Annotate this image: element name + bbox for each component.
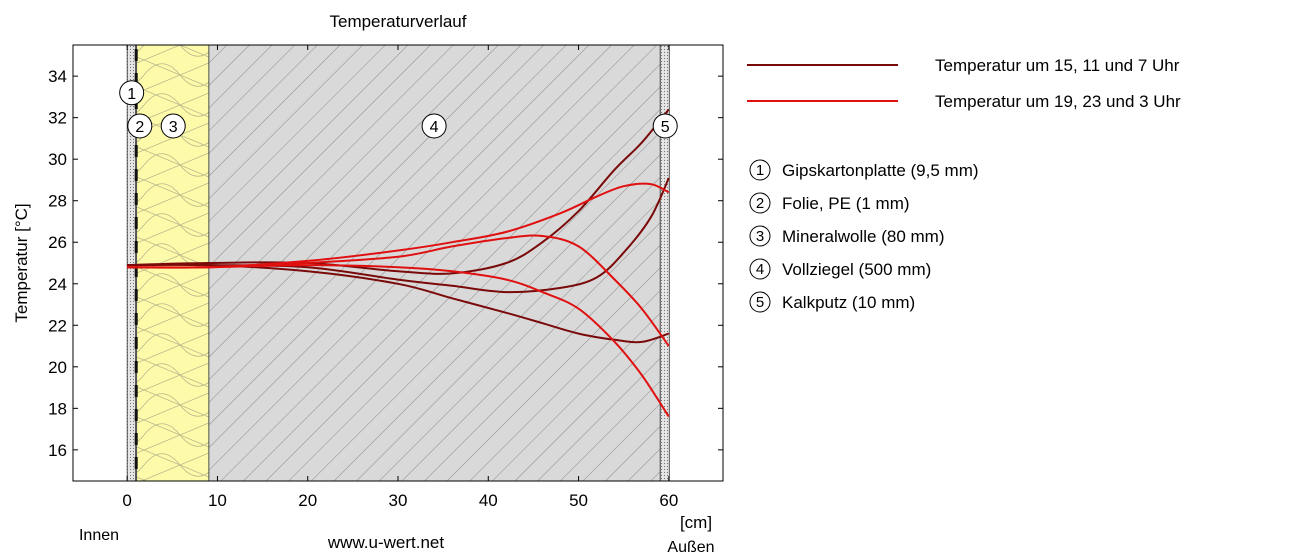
layer-legend-number: 4 (756, 261, 764, 278)
legend-entry-1: Temperatur um 15, 11 und 7 Uhr (747, 56, 1180, 75)
layer-legend-label: Gipskartonplatte (9,5 mm) (782, 161, 979, 180)
legend-label: Temperatur um 19, 23 und 3 Uhr (935, 92, 1181, 111)
label-inside: Innen (79, 527, 119, 544)
layer-1-band (126, 45, 137, 481)
layer-legend-item-5: 5 Kalkputz (10 mm) (749, 291, 915, 313)
y-tick-label: 24 (48, 275, 67, 294)
layer-markers: 1 2 3 4 5 (119, 80, 678, 139)
foil-dash (134, 145, 138, 157)
series-1-line-1 (127, 108, 670, 275)
foil-dash (134, 385, 138, 397)
layer-marker-3: 3 (160, 113, 186, 139)
layer-marker-number: 5 (661, 119, 670, 136)
x-tick-label: 20 (298, 491, 317, 510)
x-axis-ticks: 0 10 20 30 40 50 60 (122, 45, 678, 510)
layer-marker-number: 2 (135, 119, 144, 136)
x-tick-label: 0 (122, 491, 131, 510)
footer-url: www.u-wert.net (327, 533, 444, 552)
foil-dash (134, 409, 138, 421)
foil-dash (134, 289, 138, 301)
foil-dash (134, 457, 138, 469)
foil-dash (134, 433, 138, 445)
x-tick-label: 10 (208, 491, 227, 510)
y-tick-label: 28 (48, 192, 67, 211)
layer-legend-number: 5 (756, 294, 764, 311)
series-2-line-3 (127, 264, 670, 418)
y-tick-label: 32 (48, 109, 67, 128)
foil-dash (134, 337, 138, 349)
legend-label: Temperatur um 15, 11 und 7 Uhr (935, 56, 1180, 75)
y-tick-label: 30 (48, 150, 67, 169)
layer-5-band (659, 45, 670, 481)
y-tick-label: 16 (48, 441, 67, 460)
foil-dash (134, 217, 138, 229)
label-outside: Außen (667, 539, 714, 556)
layer-legend-item-4: 4 Vollziegel (500 mm) (749, 258, 931, 280)
foil-dash (134, 49, 138, 61)
layer-marker-5: 5 (652, 113, 678, 139)
layer-marker-number: 3 (169, 119, 178, 136)
y-tick-label: 26 (48, 233, 67, 252)
layer-legend-label: Vollziegel (500 mm) (782, 260, 931, 279)
chart-title: Temperaturverlauf (329, 12, 466, 31)
layer-legend-label: Folie, PE (1 mm) (782, 194, 910, 213)
layer-marker-1: 1 (119, 80, 145, 106)
y-tick-label: 22 (48, 316, 67, 335)
x-tick-label: 60 (659, 491, 678, 510)
foil-dash (134, 169, 138, 181)
layer-legend: 1 Gipskartonplatte (9,5 mm) 2 Folie, PE (1 … (749, 159, 979, 313)
series-1-line-3 (127, 263, 670, 344)
layer-legend-label: Kalkputz (10 mm) (782, 293, 915, 312)
foil-dash (134, 241, 138, 253)
layer-marker-number: 4 (430, 119, 439, 136)
layer-legend-item-2: 2 Folie, PE (1 mm) (749, 192, 910, 214)
layer-legend-item-1: 1 Gipskartonplatte (9,5 mm) (749, 159, 979, 181)
y-tick-label: 34 (48, 67, 67, 86)
layer-legend-number: 1 (756, 162, 764, 179)
legend-entry-2: Temperatur um 19, 23 und 3 Uhr (747, 92, 1181, 111)
layer-marker-number: 1 (127, 86, 136, 103)
foil-dash (134, 313, 138, 325)
layer-legend-item-3: 3 Mineralwolle (80 mm) (749, 225, 944, 247)
layer-legend-number: 2 (756, 195, 764, 212)
foil-dash (134, 73, 138, 85)
x-tick-label: 30 (389, 491, 408, 510)
layer-marker-4: 4 (421, 113, 447, 139)
x-axis-unit: [cm] (680, 513, 712, 532)
foil-dash (134, 361, 138, 373)
foil-dash (134, 265, 138, 277)
y-tick-label: 20 (48, 358, 67, 377)
x-tick-label: 40 (479, 491, 498, 510)
layer-marker-2: 2 (127, 113, 153, 139)
layer-legend-label: Mineralwolle (80 mm) (782, 227, 944, 246)
legend: Temperatur um 15, 11 und 7 Uhr Temperatur… (747, 56, 1181, 111)
layer-legend-number: 3 (756, 228, 764, 245)
x-tick-label: 50 (569, 491, 588, 510)
foil-dash (134, 193, 138, 205)
y-tick-label: 18 (48, 399, 67, 418)
temperature-curves (127, 108, 670, 418)
y-axis-label: Temperatur [°C] (12, 203, 31, 322)
